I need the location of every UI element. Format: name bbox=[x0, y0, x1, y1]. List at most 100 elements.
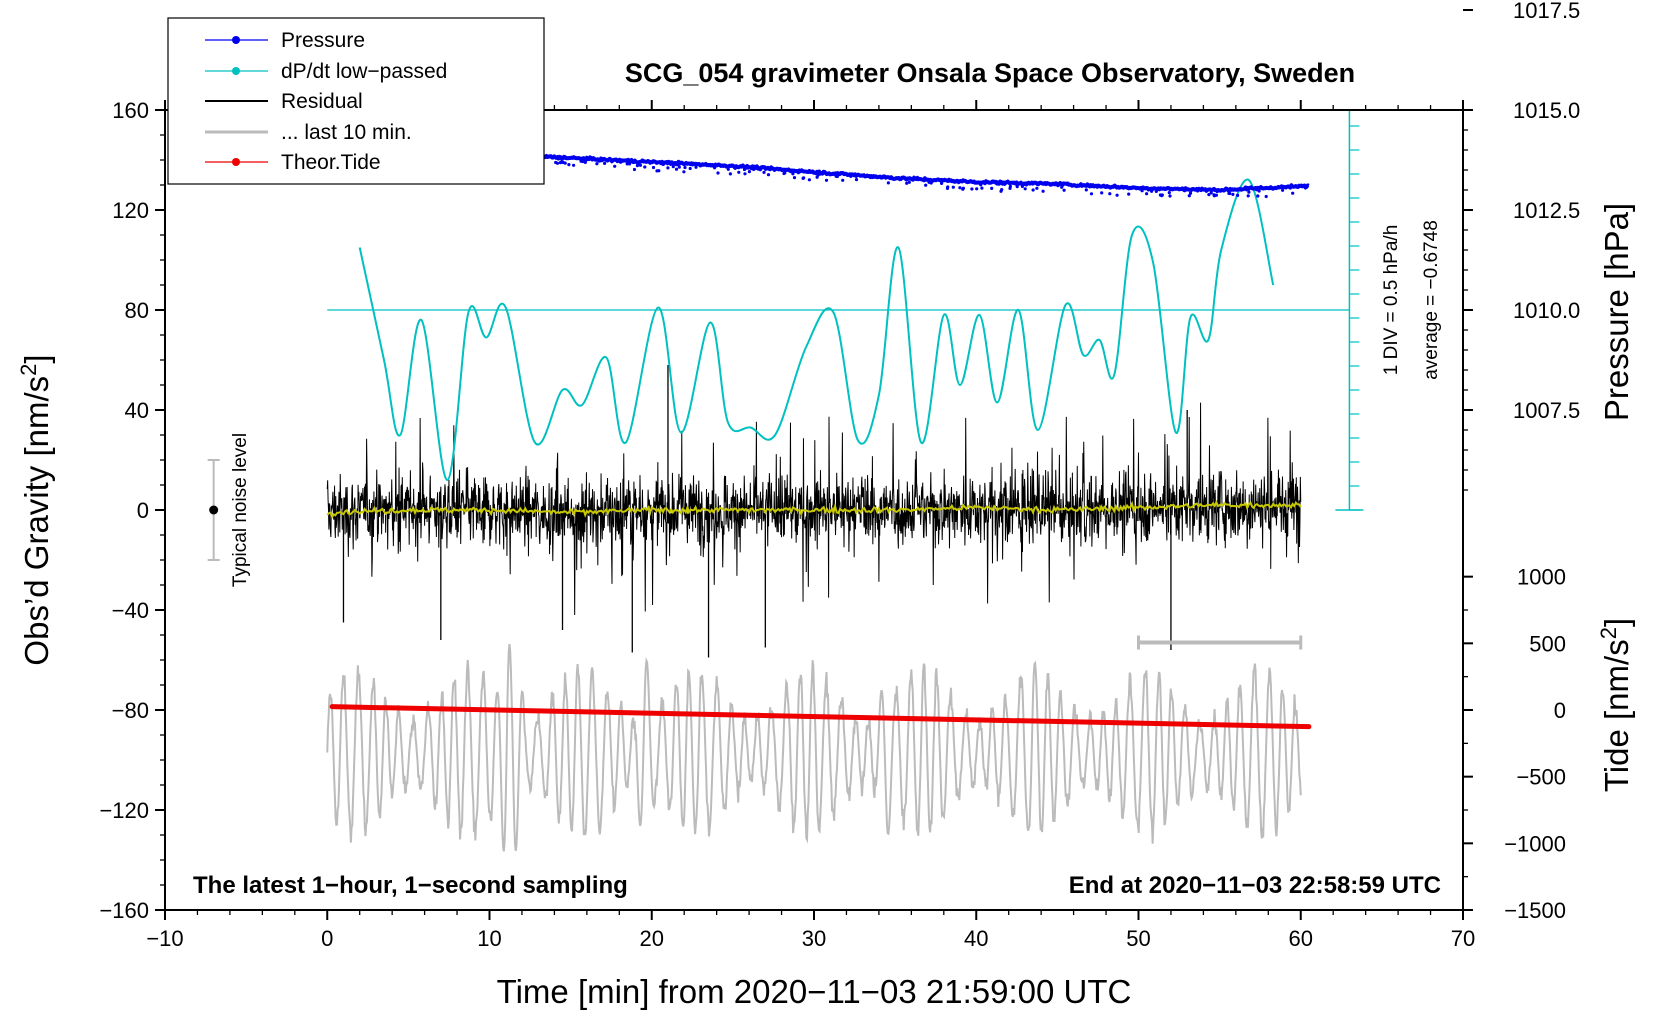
y-axis-label-pressure: Pressure [hPa] bbox=[1598, 203, 1635, 421]
pressure-dot bbox=[940, 181, 944, 185]
pressure-dot bbox=[1062, 188, 1066, 192]
y-tick-label: −80 bbox=[112, 698, 149, 723]
pressure-dot bbox=[627, 162, 632, 166]
pressure-dot bbox=[1187, 194, 1191, 198]
y-tick-label: −120 bbox=[99, 798, 149, 823]
legend-marker-pressure bbox=[232, 36, 240, 44]
pressure-dot bbox=[677, 165, 681, 169]
pressure-dot bbox=[1246, 194, 1250, 198]
pressure-dot bbox=[970, 187, 974, 191]
pressure-dot bbox=[1035, 186, 1039, 190]
legend-entry-dpdt: dP/dt low−passed bbox=[205, 60, 447, 83]
residual-mean-line bbox=[326, 499, 1302, 520]
pressure-dot bbox=[1115, 193, 1119, 197]
pressure-dot bbox=[613, 164, 617, 168]
pressure-dot bbox=[1257, 189, 1261, 193]
note-sampling: The latest 1−hour, 1−second sampling bbox=[193, 872, 628, 899]
pressure-dot bbox=[1167, 191, 1171, 195]
pressure-dot bbox=[1158, 193, 1162, 197]
chart-annotations bbox=[207, 110, 1364, 650]
pressure-dot bbox=[886, 181, 891, 185]
pressure-dot bbox=[716, 171, 720, 175]
pressure-tick-label: 1017.5 bbox=[1513, 0, 1580, 23]
y-tick-label: 80 bbox=[125, 298, 149, 323]
dpdt-series bbox=[358, 178, 1275, 482]
pressure-dot bbox=[945, 186, 950, 190]
tide-tick-label: −1500 bbox=[1504, 898, 1566, 923]
x-tick-label: 60 bbox=[1289, 926, 1313, 951]
pressure-dot bbox=[728, 172, 733, 176]
legend-label-last10: ... last 10 min. bbox=[281, 121, 412, 144]
pressure-dot bbox=[924, 183, 928, 187]
last-10-min-line bbox=[326, 643, 1302, 852]
tide-tick-label: 500 bbox=[1529, 631, 1566, 656]
pressure-dot bbox=[743, 172, 747, 176]
chart-title: SCG_054 gravimeter Onsala Space Observat… bbox=[625, 58, 1355, 88]
pressure-dot bbox=[1140, 189, 1144, 193]
pressure-dot bbox=[1231, 192, 1235, 196]
pressure-dot bbox=[835, 174, 839, 179]
tide-tick-label: 0 bbox=[1554, 698, 1566, 723]
legend-entry-residual: Residual bbox=[205, 90, 363, 113]
pressure-dot bbox=[572, 163, 576, 167]
pressure-dot bbox=[579, 159, 583, 163]
pressure-dot bbox=[737, 170, 741, 174]
pressure-dot bbox=[980, 186, 984, 190]
pressure-dot bbox=[643, 165, 647, 169]
residual-line bbox=[326, 402, 1302, 616]
pressure-dot bbox=[1031, 188, 1035, 192]
pressure-dot bbox=[1212, 193, 1216, 197]
pressure-dot bbox=[1089, 192, 1094, 196]
pressure-dot bbox=[1145, 192, 1149, 196]
pressure-dot bbox=[1188, 191, 1193, 195]
y-axis-label-left: Obs’d Gravity [nm/s2] bbox=[16, 354, 55, 665]
tide-tick-label: −1000 bbox=[1504, 831, 1566, 856]
pressure-dot bbox=[1084, 188, 1088, 192]
dpdt-line bbox=[358, 178, 1275, 482]
pressure-dot bbox=[560, 160, 564, 164]
pressure-dot bbox=[595, 162, 599, 166]
pressure-dot bbox=[1256, 194, 1260, 198]
pressure-dot bbox=[979, 183, 983, 187]
pressure-dot bbox=[1015, 185, 1019, 189]
dpdt-scale-label: 1 DIV = 0.5 hPa/h bbox=[1381, 225, 1402, 376]
pressure-dot bbox=[1023, 187, 1027, 191]
legend-entry-tide: Theor.Tide bbox=[205, 151, 381, 174]
pressure-dot bbox=[666, 166, 670, 170]
pressure-dot bbox=[1020, 184, 1024, 188]
pressure-dot bbox=[990, 186, 994, 190]
legend-entry-pressure: Pressure bbox=[205, 29, 365, 52]
note-end-time: End at 2020−11−03 22:58:59 UTC bbox=[1069, 872, 1441, 899]
pressure-dot bbox=[1209, 191, 1213, 195]
pressure-dot bbox=[713, 166, 717, 170]
pressure-dot bbox=[1000, 188, 1004, 192]
axes: −10 0 10 20 30 40 50 60 70 −160 −120 −80 −40 0 40 80 120… bbox=[99, 0, 1580, 951]
legend-label-pressure: Pressure bbox=[281, 29, 365, 52]
pressure-dot bbox=[635, 164, 640, 168]
pressure-dot bbox=[625, 162, 629, 166]
pressure-dot bbox=[1060, 185, 1064, 189]
y-tick-label: −40 bbox=[112, 598, 149, 623]
pressure-dot bbox=[1041, 189, 1045, 193]
pressure-dot bbox=[975, 187, 979, 191]
y-tick-label: −160 bbox=[99, 898, 149, 923]
noise-level-label: Typical noise level bbox=[230, 433, 251, 587]
pressure-dot bbox=[1236, 193, 1240, 197]
y-tick-label: 40 bbox=[125, 398, 149, 423]
pressure-dot bbox=[854, 178, 859, 182]
pressure-dot bbox=[905, 181, 909, 185]
pressure-dot bbox=[1154, 189, 1158, 193]
x-tick-label: 10 bbox=[477, 926, 501, 951]
x-tick-label: 40 bbox=[964, 926, 988, 951]
legend-label-tide: Theor.Tide bbox=[281, 151, 381, 174]
pressure-dot bbox=[816, 173, 820, 177]
pressure-dot bbox=[958, 186, 962, 190]
pressure-dot bbox=[762, 170, 766, 174]
pressure-dot bbox=[1108, 192, 1112, 196]
pressure-dot bbox=[632, 167, 637, 172]
pressure-dot bbox=[1168, 194, 1172, 198]
pressure-dot bbox=[651, 165, 656, 170]
pressure-tick-label: 1015.0 bbox=[1513, 98, 1580, 123]
pressure-dot bbox=[638, 163, 643, 167]
